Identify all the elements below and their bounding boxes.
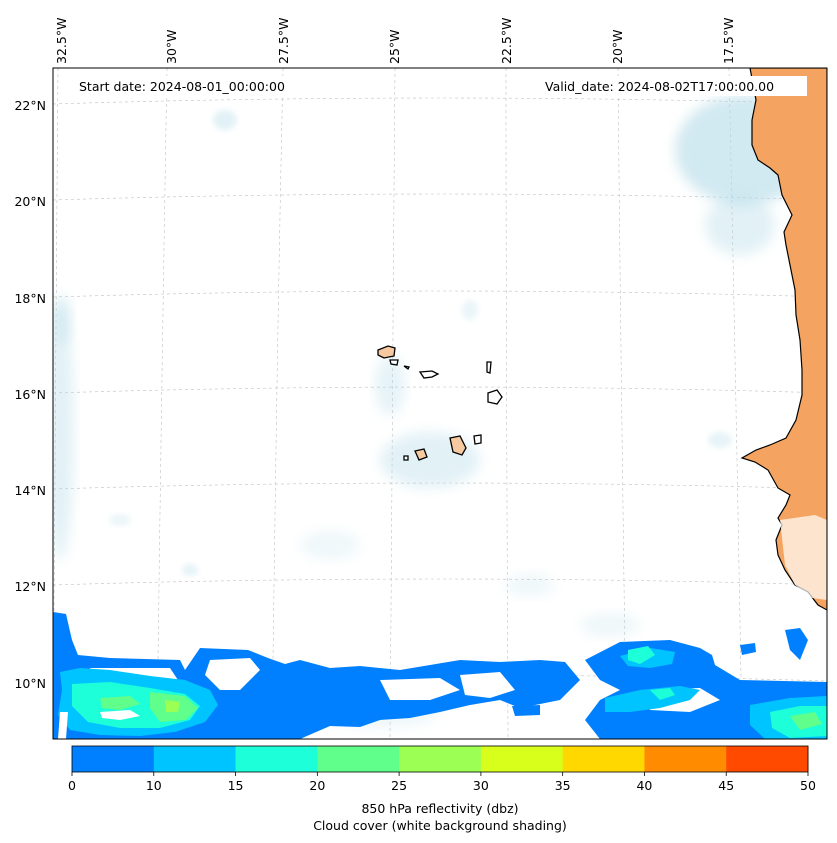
colorbar-tick-label: 15 (228, 778, 244, 793)
island-santo-antao (377, 345, 396, 359)
island-santiago (449, 435, 467, 456)
lon-label: 27.5°W (276, 18, 291, 64)
valid-date-box (539, 76, 807, 96)
reflectivity-field (53, 612, 827, 739)
island-sao-nicolau (418, 370, 440, 379)
island-sal (486, 361, 492, 374)
colorbar-label-line2: Cloud cover (white background shading) (313, 818, 567, 833)
island-brava (403, 455, 409, 461)
colorbar-segment (235, 746, 318, 772)
map-frame (52, 67, 828, 740)
lat-label: 20°N (14, 194, 46, 209)
longitude-labels: 32.5°W 30°W 27.5°W 25°W 22.5°W 20°W 17.5… (54, 18, 736, 64)
colorbar-segment (562, 746, 645, 772)
island-boa-vista (487, 389, 503, 405)
colorbar (72, 746, 809, 772)
colorbar-tick-label: 30 (473, 778, 489, 793)
island-santa-luzia (403, 365, 410, 370)
colorbar-tick-label: 45 (718, 778, 734, 793)
lat-label: 12°N (14, 579, 46, 594)
lon-label: 32.5°W (54, 18, 69, 64)
colorbar-segment (72, 746, 155, 772)
colorbar-frame (71, 745, 809, 773)
colorbar-segment (480, 746, 564, 772)
colorbar-segment (399, 746, 482, 772)
start-date-text: Start date: 2024-08-01_00:00:00 (79, 79, 285, 94)
lon-label: 25°W (387, 29, 402, 64)
lon-label: 17.5°W (721, 18, 736, 64)
colorbar-tick-label: 20 (309, 778, 325, 793)
colorbar-tick-label: 35 (555, 778, 571, 793)
island-sao-vicente (389, 359, 399, 366)
colorbar-segment (644, 746, 727, 772)
cape-verde-islands (377, 345, 503, 461)
colorbar-segment (726, 746, 809, 772)
island-maio (473, 434, 482, 445)
colorbar-tick-label: 0 (68, 778, 76, 793)
lat-label: 22°N (14, 98, 46, 113)
lon-label: 20°W (610, 29, 625, 64)
start-date-box (73, 76, 314, 96)
land-africa (740, 68, 827, 611)
lon-label: 30°W (164, 29, 179, 64)
lat-label: 16°N (14, 387, 46, 402)
colorbar-segment (317, 746, 400, 772)
colorbar-segment (153, 746, 237, 772)
colorbar-label-line1: 850 hPa reflectivity (dbz) (361, 801, 519, 816)
colorbar-tick-label: 50 (800, 778, 816, 793)
latitude-labels: 22°N 20°N 18°N 16°N 14°N 12°N 10°N (14, 98, 46, 691)
lon-label: 22.5°W (499, 18, 514, 64)
colorbar-tick-label: 40 (636, 778, 652, 793)
colorbar-tick-label: 10 (146, 778, 162, 793)
valid-date-text: Valid_date: 2024-08-02T17:00:00.00 (545, 79, 774, 94)
lat-label: 14°N (14, 483, 46, 498)
island-fogo (414, 448, 428, 461)
lat-label: 18°N (14, 291, 46, 306)
colorbar-ticks: 0 10 15 20 25 30 35 40 45 50 (68, 772, 816, 793)
land-guinea-shading (780, 515, 827, 600)
colorbar-tick-label: 25 (391, 778, 407, 793)
lat-label: 10°N (14, 676, 46, 691)
